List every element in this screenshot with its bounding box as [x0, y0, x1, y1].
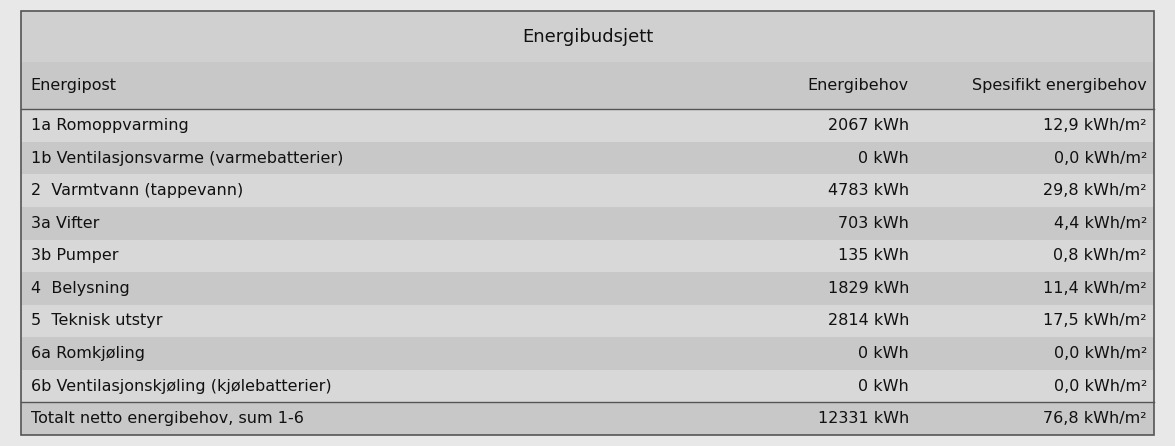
Text: 17,5 kWh/m²: 17,5 kWh/m² [1043, 314, 1147, 328]
Text: 6b Ventilasjonskjøling (kjølebatterier): 6b Ventilasjonskjøling (kjølebatterier) [31, 379, 331, 393]
Text: Spesifikt energibehov: Spesifikt energibehov [972, 78, 1147, 93]
Text: 4783 kWh: 4783 kWh [828, 183, 909, 198]
Bar [21, 402, 1154, 435]
Bar [21, 272, 1154, 305]
Text: 4,4 kWh/m²: 4,4 kWh/m² [1054, 216, 1147, 231]
Text: 0 kWh: 0 kWh [858, 379, 909, 393]
Bar [21, 207, 1154, 240]
Text: 12331 kWh: 12331 kWh [818, 411, 909, 426]
Text: 0,8 kWh/m²: 0,8 kWh/m² [1054, 248, 1147, 263]
Text: 2  Varmtvann (tappevann): 2 Varmtvann (tappevann) [31, 183, 243, 198]
Text: 0,0 kWh/m²: 0,0 kWh/m² [1054, 346, 1147, 361]
Text: 2067 kWh: 2067 kWh [828, 118, 909, 133]
Text: 2814 kWh: 2814 kWh [827, 314, 909, 328]
Text: 703 kWh: 703 kWh [838, 216, 909, 231]
Text: 1829 kWh: 1829 kWh [827, 281, 909, 296]
Bar [21, 11, 1154, 62]
Text: Energibudsjett: Energibudsjett [522, 28, 653, 46]
Bar [21, 240, 1154, 272]
Text: 0 kWh: 0 kWh [858, 346, 909, 361]
Text: 0 kWh: 0 kWh [858, 151, 909, 165]
Text: 12,9 kWh/m²: 12,9 kWh/m² [1043, 118, 1147, 133]
Bar [21, 62, 1154, 109]
Bar [21, 109, 1154, 142]
Text: Energibehov: Energibehov [807, 78, 909, 93]
Text: 11,4 kWh/m²: 11,4 kWh/m² [1043, 281, 1147, 296]
Text: 76,8 kWh/m²: 76,8 kWh/m² [1043, 411, 1147, 426]
Text: 135 kWh: 135 kWh [838, 248, 909, 263]
Text: 3b Pumper: 3b Pumper [31, 248, 118, 263]
Text: 3a Vifter: 3a Vifter [31, 216, 99, 231]
Text: Totalt netto energibehov, sum 1-6: Totalt netto energibehov, sum 1-6 [31, 411, 303, 426]
Text: 6a Romkjøling: 6a Romkjøling [31, 346, 145, 361]
Bar [21, 337, 1154, 370]
Text: 29,8 kWh/m²: 29,8 kWh/m² [1043, 183, 1147, 198]
Text: 0,0 kWh/m²: 0,0 kWh/m² [1054, 379, 1147, 393]
Bar [21, 370, 1154, 402]
Bar [21, 142, 1154, 174]
Bar [21, 174, 1154, 207]
Text: 4  Belysning: 4 Belysning [31, 281, 129, 296]
Text: 1a Romoppvarming: 1a Romoppvarming [31, 118, 188, 133]
Text: 1b Ventilasjonsvarme (varmebatterier): 1b Ventilasjonsvarme (varmebatterier) [31, 151, 343, 165]
Text: 5  Teknisk utstyr: 5 Teknisk utstyr [31, 314, 162, 328]
Bar [21, 305, 1154, 337]
Text: Energipost: Energipost [31, 78, 116, 93]
Text: 0,0 kWh/m²: 0,0 kWh/m² [1054, 151, 1147, 165]
